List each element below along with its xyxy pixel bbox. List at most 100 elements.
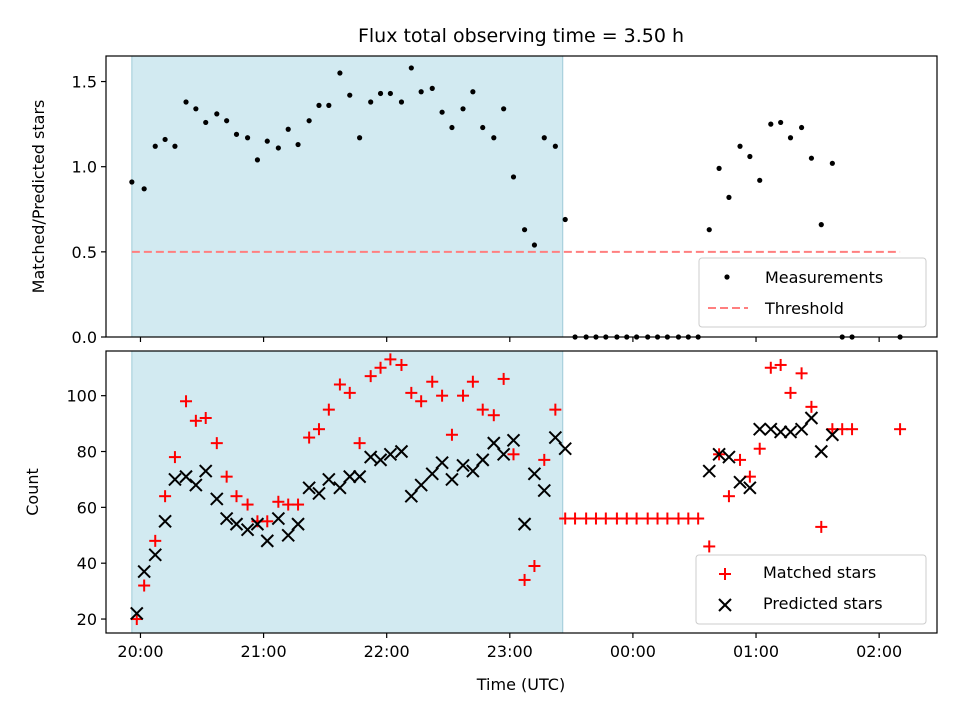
bottom-ytick-label: 80 <box>77 443 97 462</box>
matched-star-point <box>815 520 828 533</box>
matched-star-point <box>333 378 346 391</box>
top-axes-frame <box>105 55 938 338</box>
bottom-legend: Matched stars Predicted stars <box>695 554 927 625</box>
matched-star-point <box>549 403 562 416</box>
matched-star-point <box>303 431 316 444</box>
matched-star-point <box>805 400 818 413</box>
predicted-star-point <box>219 511 234 526</box>
matched-star-point <box>210 437 223 450</box>
predicted-star-point <box>733 475 747 489</box>
measurement-point <box>429 85 435 91</box>
measurement-point <box>326 102 332 108</box>
legend-matched-label: Matched stars <box>763 563 876 582</box>
bottom-ytick-label: 20 <box>77 610 97 629</box>
predicted-star-point <box>130 606 144 621</box>
matched-star-point <box>507 448 520 461</box>
matched-star-point <box>518 573 531 586</box>
measurement-point <box>275 145 281 151</box>
measurement-point <box>449 124 455 131</box>
predicted-star-point <box>373 453 388 467</box>
measurement-point <box>418 89 424 95</box>
matched-star-point <box>384 353 397 366</box>
measurement-point <box>531 242 538 248</box>
legend-threshold-label: Threshold <box>764 299 844 318</box>
predicted-star-point <box>179 469 193 484</box>
matched-star-point <box>734 453 747 466</box>
measurement-point <box>264 138 270 144</box>
matched-star-point <box>130 613 143 626</box>
measurement-point <box>244 135 251 141</box>
measurement-point <box>510 174 517 180</box>
xtick-label: 02:00 <box>856 642 902 661</box>
top-y-axis-ticks: 0.0 0.5 1.0 1.5 <box>72 73 106 347</box>
predicted-star-point <box>137 564 151 579</box>
measurement-point <box>183 99 189 105</box>
top-legend: Measurements Threshold <box>698 257 927 328</box>
top-ytick-label: 0.0 <box>72 328 97 347</box>
measurement-point <box>141 186 147 192</box>
xtick-label: 01:00 <box>733 642 779 661</box>
predicted-star-point <box>435 455 449 470</box>
matched-star-point <box>353 437 366 450</box>
matched-star-point <box>189 414 202 427</box>
predicted-star-point <box>322 472 336 487</box>
measurement-point <box>757 177 763 183</box>
measurement-point <box>798 124 805 131</box>
top-panel: 0.0 0.5 1.0 1.5 Matched/Predicted stars <box>29 55 938 347</box>
matched-star-point <box>703 540 716 553</box>
predicted-star-point <box>466 464 480 478</box>
measurement-point <box>480 124 486 131</box>
matched-star-point <box>261 515 274 528</box>
predicted-star-point <box>363 450 378 464</box>
measurement-point <box>808 155 815 161</box>
predicted-star-point <box>383 447 398 462</box>
matched-star-point <box>476 403 489 416</box>
matched-star-point <box>784 386 797 399</box>
measurement-point <box>521 227 528 233</box>
measurement-point <box>254 157 261 163</box>
predicted-star-point <box>456 458 470 473</box>
predicted-star-point <box>712 447 726 462</box>
xtick-label: 23:00 <box>487 642 533 661</box>
legend-measurements-label: Measurements <box>765 268 883 287</box>
predicted-star-point <box>445 472 459 487</box>
matched-star-point <box>846 423 859 436</box>
measurement-point <box>316 102 322 108</box>
matched-star-point <box>168 451 181 464</box>
matched-star-point <box>374 361 387 374</box>
measurement-point <box>233 131 240 137</box>
measurement-point <box>295 141 301 148</box>
matched-star-point <box>343 386 356 399</box>
matched-star-point <box>692 512 705 525</box>
matched-star-point <box>753 442 766 455</box>
predicted-star-point <box>312 486 326 501</box>
predicted-star-point <box>240 522 255 537</box>
measurement-point <box>357 135 363 141</box>
matched-star-point <box>322 403 335 416</box>
measurement-point <box>347 92 353 98</box>
measurement-point <box>285 126 291 132</box>
predicted-star-point <box>158 514 172 529</box>
predicted-star-point <box>189 478 203 492</box>
predicted-star-point <box>773 425 788 439</box>
predicted-stars-points <box>130 411 840 621</box>
predicted-star-point <box>783 425 798 439</box>
bottom-ytick-label: 60 <box>77 498 97 517</box>
xtick-label: 00:00 <box>610 642 656 661</box>
measurement-point <box>203 119 209 126</box>
measurement-point <box>552 143 558 149</box>
matched-star-point <box>457 389 470 402</box>
legend-predicted-marker <box>718 598 732 612</box>
bottom-y-axis-ticks: 20 40 60 80 100 <box>66 387 106 629</box>
measurement-point <box>818 222 824 228</box>
measurement-point <box>716 165 722 171</box>
matched-star-point <box>138 579 151 592</box>
matched-star-point <box>661 512 674 525</box>
measurement-point <box>778 119 784 126</box>
measurement-point <box>398 99 405 105</box>
predicted-star-point <box>414 478 428 492</box>
matched-star-point <box>199 412 212 425</box>
measurement-point <box>377 90 384 97</box>
matched-star-point <box>795 367 808 380</box>
